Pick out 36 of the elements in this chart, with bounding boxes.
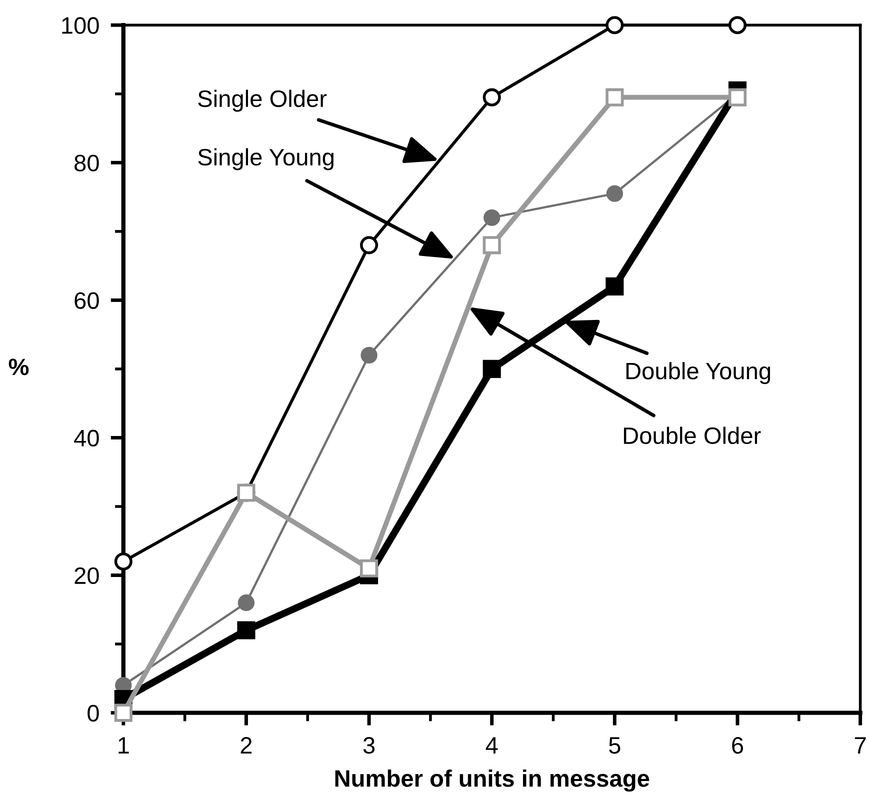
y-tick-label: 40	[74, 430, 99, 447]
point	[484, 209, 500, 226]
annotation: Single Young	[198, 148, 334, 170]
y-axis-title: %	[8, 358, 29, 376]
y-tick-label: 20	[74, 567, 99, 584]
annotation: Single Older	[198, 90, 327, 112]
point	[606, 277, 624, 296]
point	[114, 704, 132, 722]
point	[728, 16, 747, 34]
x-tick-label: 6	[732, 737, 744, 754]
point	[482, 360, 501, 378]
point	[606, 16, 624, 34]
point	[114, 552, 132, 571]
point	[728, 88, 747, 106]
point	[482, 88, 501, 106]
point	[482, 236, 501, 254]
point	[606, 88, 624, 106]
point	[360, 236, 378, 254]
annotation: Double Older	[624, 426, 761, 444]
x-tick-label: 2	[240, 737, 252, 754]
y-tick-label: 80	[74, 154, 99, 172]
x-tick-label: 5	[609, 737, 620, 754]
annotation: Double Young	[626, 362, 770, 384]
y-tick-label: 100	[62, 17, 99, 34]
point	[360, 559, 378, 578]
x-axis-title: Number of units in message	[335, 770, 650, 792]
x-tick-label: 3	[363, 737, 375, 754]
point	[237, 621, 256, 640]
point	[606, 185, 624, 202]
x-tick-label: 7	[854, 737, 866, 754]
point	[360, 346, 378, 364]
point	[238, 594, 255, 612]
x-tick-label: 1	[118, 737, 129, 754]
y-tick-label: 60	[74, 292, 99, 309]
x-tick-label: 4	[486, 737, 498, 754]
y-tick-label: 0	[88, 704, 99, 722]
